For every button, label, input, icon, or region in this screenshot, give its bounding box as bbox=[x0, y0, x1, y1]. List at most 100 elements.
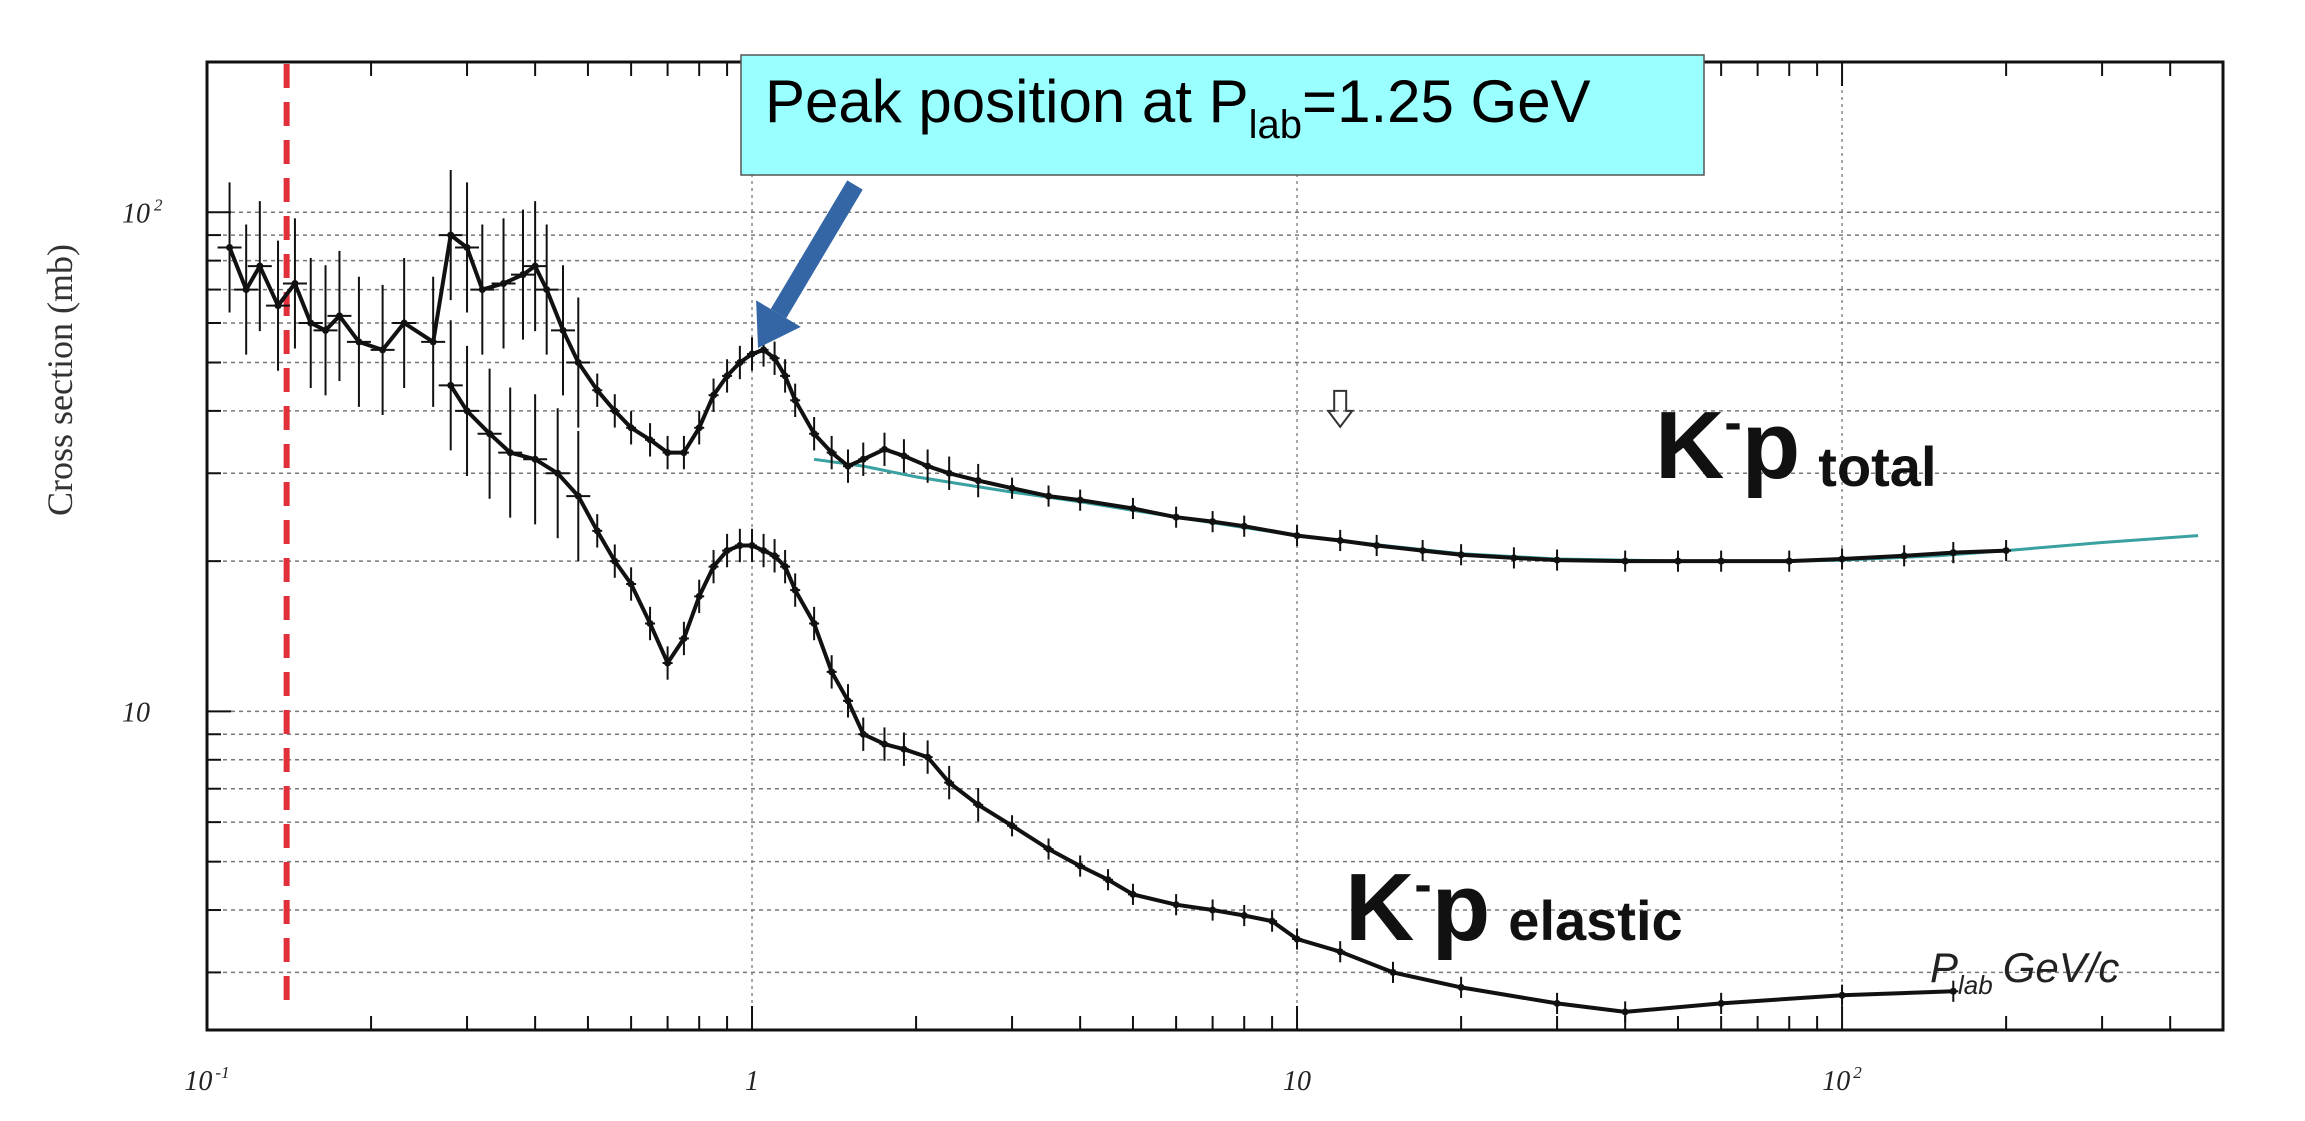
data-point bbox=[335, 312, 343, 320]
data-point bbox=[593, 527, 601, 535]
total-label-p: p bbox=[1742, 392, 1801, 499]
data-point bbox=[463, 407, 471, 415]
data-point bbox=[1373, 541, 1381, 549]
elastic-label-sub: elastic bbox=[1508, 889, 1682, 952]
data-point bbox=[646, 436, 654, 444]
data-point bbox=[531, 262, 539, 270]
data-point bbox=[1717, 999, 1725, 1007]
x-tick-label: 10 -1 bbox=[184, 1063, 229, 1097]
data-point bbox=[791, 396, 799, 404]
data-point bbox=[1457, 551, 1465, 559]
data-point bbox=[791, 586, 799, 594]
peak-annotation: Peak position at Plab=1.25 GeV bbox=[740, 54, 1705, 349]
data-point bbox=[1900, 552, 1908, 560]
data-point bbox=[429, 338, 437, 346]
data-point bbox=[1045, 845, 1053, 853]
y-tick-label-exp: 2 bbox=[154, 195, 163, 214]
x-axis-label-rest: GeV/c bbox=[2003, 944, 2120, 991]
data-point bbox=[447, 381, 455, 389]
elastic-label-p: p bbox=[1432, 854, 1491, 961]
data-point bbox=[500, 279, 508, 287]
data-point bbox=[242, 286, 250, 294]
data-point bbox=[680, 634, 688, 642]
x-tick-label-exp: 2 bbox=[1853, 1063, 1862, 1082]
data-point bbox=[554, 469, 562, 477]
data-series bbox=[217, 170, 2012, 1023]
annotation-arrow bbox=[756, 180, 863, 349]
series-trace bbox=[449, 384, 1954, 1014]
data-point bbox=[1172, 901, 1180, 909]
x-axis-label-sub: lab bbox=[1958, 970, 1993, 1000]
annotation-arrow-head bbox=[756, 300, 801, 349]
data-point bbox=[531, 455, 539, 463]
data-point bbox=[1008, 484, 1016, 492]
data-point bbox=[274, 302, 282, 310]
data-point bbox=[1838, 991, 1846, 999]
y-tick-labels: 10 10 2 bbox=[122, 195, 163, 728]
data-point bbox=[859, 455, 867, 463]
data-point bbox=[1717, 557, 1725, 565]
gridlines bbox=[206, 61, 2223, 1030]
data-point bbox=[1104, 876, 1112, 884]
data-point bbox=[1457, 983, 1465, 991]
data-point bbox=[664, 449, 672, 457]
y-axis-label: Cross section (mb) bbox=[40, 244, 80, 516]
data-point bbox=[1389, 968, 1397, 976]
data-point bbox=[945, 469, 953, 477]
x-tick-label: 10 bbox=[1283, 1066, 1311, 1097]
data-point bbox=[1785, 557, 1793, 565]
data-point bbox=[828, 668, 836, 676]
data-point bbox=[478, 286, 486, 294]
data-point bbox=[723, 372, 731, 380]
data-point bbox=[1293, 935, 1301, 943]
x-tick-label: 1 bbox=[745, 1066, 759, 1097]
data-point bbox=[611, 407, 619, 415]
data-point bbox=[593, 386, 601, 394]
data-point bbox=[463, 243, 471, 251]
data-point bbox=[1336, 948, 1344, 956]
data-point bbox=[880, 445, 888, 453]
data-point bbox=[1045, 492, 1053, 500]
data-point bbox=[1949, 987, 1957, 995]
annotation-arrow-shaft bbox=[770, 180, 863, 319]
data-point bbox=[736, 359, 744, 367]
data-point bbox=[1553, 556, 1561, 564]
data-point bbox=[447, 231, 455, 239]
data-point bbox=[900, 452, 908, 460]
data-point bbox=[1419, 547, 1427, 555]
data-point bbox=[574, 359, 582, 367]
data-point bbox=[710, 391, 718, 399]
fit-curve bbox=[813, 457, 2199, 563]
annotation-text-pre: Peak position at P bbox=[765, 68, 1249, 135]
series-label-total: K-p total bbox=[1655, 392, 1937, 499]
data-point bbox=[543, 286, 551, 294]
elastic-label-sup: - bbox=[1414, 856, 1431, 914]
data-point bbox=[844, 462, 852, 470]
fit-curve-line bbox=[813, 457, 2199, 563]
data-point bbox=[1172, 513, 1180, 521]
data-point bbox=[748, 350, 756, 358]
data-point bbox=[1553, 999, 1561, 1007]
data-point bbox=[1209, 518, 1217, 526]
data-point bbox=[1240, 522, 1248, 530]
data-point bbox=[646, 620, 654, 628]
data-point bbox=[1008, 822, 1016, 830]
data-point bbox=[760, 547, 768, 555]
data-point bbox=[519, 271, 527, 279]
data-point bbox=[400, 319, 408, 327]
data-point bbox=[945, 779, 953, 787]
data-point bbox=[355, 338, 363, 346]
data-point bbox=[1674, 557, 1682, 565]
data-point bbox=[1336, 536, 1344, 544]
data-point bbox=[695, 424, 703, 432]
data-point bbox=[695, 592, 703, 600]
series-elastic bbox=[438, 320, 1959, 1023]
annotation-text: Peak position at Plab=1.25 GeV bbox=[765, 68, 1591, 147]
down-arrow-marker bbox=[1326, 389, 1355, 429]
data-point bbox=[1293, 532, 1301, 540]
y-tick-label: 10 bbox=[122, 697, 150, 728]
data-point bbox=[611, 557, 619, 565]
data-point bbox=[664, 659, 672, 667]
data-point bbox=[974, 801, 982, 809]
elastic-label-k: K bbox=[1345, 854, 1414, 961]
